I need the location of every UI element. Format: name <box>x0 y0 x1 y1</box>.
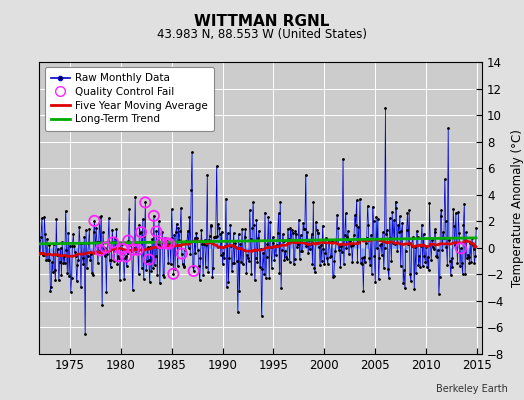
Point <box>114 253 123 260</box>
Point <box>190 268 198 274</box>
Point <box>101 244 110 251</box>
Point <box>109 239 117 246</box>
Point <box>90 218 99 224</box>
Point <box>150 213 158 219</box>
Y-axis label: Temperature Anomaly (°C): Temperature Anomaly (°C) <box>511 129 524 287</box>
Legend: Raw Monthly Data, Quality Control Fail, Five Year Moving Average, Long-Term Tren: Raw Monthly Data, Quality Control Fail, … <box>45 67 214 131</box>
Point <box>124 237 133 244</box>
Point <box>165 240 173 247</box>
Text: 43.983 N, 88.553 W (United States): 43.983 N, 88.553 W (United States) <box>157 28 367 41</box>
Point <box>137 229 145 235</box>
Point <box>134 246 142 253</box>
Point <box>122 253 130 260</box>
Point <box>169 271 178 277</box>
Point <box>178 250 186 257</box>
Point <box>118 246 127 252</box>
Text: WITTMAN RGNL: WITTMAN RGNL <box>194 14 330 29</box>
Point <box>152 228 160 235</box>
Point <box>157 240 166 246</box>
Point <box>141 199 149 206</box>
Point <box>96 247 105 254</box>
Point <box>457 245 465 252</box>
Text: Berkeley Earth: Berkeley Earth <box>436 384 508 394</box>
Point <box>129 246 138 253</box>
Point <box>145 256 153 263</box>
Point <box>162 240 171 246</box>
